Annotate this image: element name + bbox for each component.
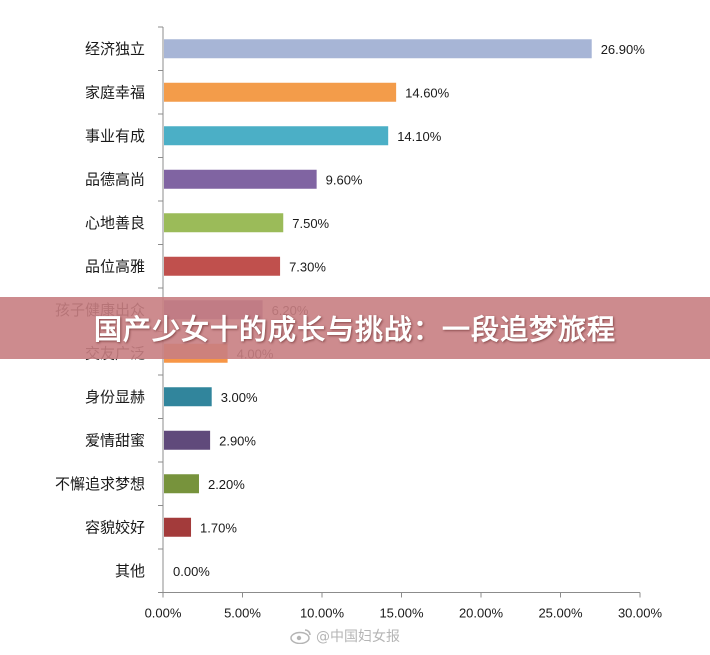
bar — [164, 126, 389, 146]
x-tick-label: 10.00% — [300, 606, 345, 621]
weibo-icon — [290, 629, 311, 644]
x-tick-label: 30.00% — [618, 606, 663, 621]
data-label: 3.00% — [221, 390, 258, 405]
category-label: 品位高雅 — [85, 257, 145, 275]
category-label: 家庭幸福 — [85, 83, 145, 101]
bar — [164, 169, 317, 189]
data-label: 26.90% — [601, 42, 646, 57]
watermark-text: @中国妇女报 — [316, 629, 400, 645]
x-tick-label: 15.00% — [379, 606, 424, 621]
category-label: 经济独立 — [85, 40, 145, 58]
category-label: 事业有成 — [85, 127, 145, 145]
category-label: 爱情甜蜜 — [85, 431, 145, 449]
x-tick-label: 0.00% — [145, 606, 182, 621]
bar — [164, 39, 592, 59]
x-tick-label: 5.00% — [224, 606, 261, 621]
data-label: 9.60% — [326, 172, 363, 187]
bar — [164, 213, 284, 233]
banner-title: 国产少女十的成长与挑战：一段追梦旅程 — [93, 313, 616, 346]
category-label: 其他 — [115, 562, 145, 580]
x-tick-label: 20.00% — [459, 606, 504, 621]
data-label: 2.20% — [208, 477, 245, 492]
data-label: 14.60% — [405, 85, 450, 100]
data-label: 7.30% — [289, 259, 326, 274]
bar — [164, 517, 192, 537]
bar — [164, 387, 212, 407]
data-label: 14.10% — [397, 129, 442, 144]
bar — [164, 474, 199, 494]
bar — [164, 256, 281, 276]
category-label: 不懈追求梦想 — [55, 475, 145, 493]
category-label: 容貌姣好 — [85, 518, 145, 536]
category-label: 身份显赫 — [85, 388, 145, 406]
category-label: 品德高尚 — [85, 170, 145, 188]
data-label: 0.00% — [173, 564, 210, 579]
data-label: 7.50% — [292, 216, 329, 231]
data-label: 2.90% — [219, 433, 256, 448]
category-label: 心地善良 — [85, 214, 145, 232]
bar — [164, 82, 397, 102]
bar — [164, 430, 211, 450]
title-banner: 国产少女十的成长与挑战：一段追梦旅程 — [0, 297, 710, 359]
watermark: @中国妇女报 — [290, 626, 400, 646]
x-tick-label: 25.00% — [538, 606, 583, 621]
data-label: 1.70% — [200, 520, 237, 535]
